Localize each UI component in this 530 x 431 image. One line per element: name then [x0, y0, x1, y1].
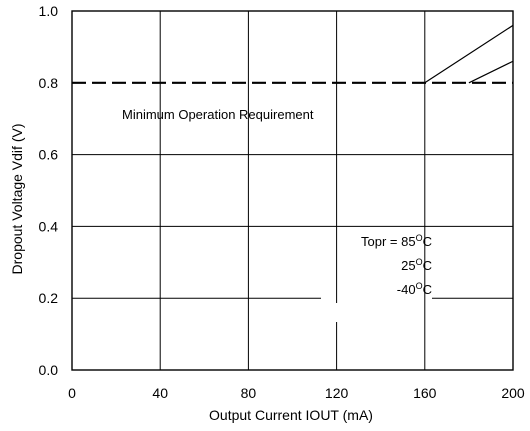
y-axis-title: Dropout Voltage Vdif (V): [9, 124, 25, 275]
legend-25c: 25OC: [401, 257, 432, 273]
y-tick-label-0_6: 0.6: [39, 147, 59, 163]
x-tick-label-200: 200: [501, 385, 525, 401]
x-tick-label-160: 160: [413, 385, 437, 401]
min-requirement-label: Minimum Operation Requirement: [122, 107, 314, 122]
x-tick-label-40: 40: [152, 385, 168, 401]
x-tick-label-0: 0: [68, 385, 76, 401]
temperature-legend: Topr = 85OC 25OC -40OC: [361, 233, 432, 297]
y-tick-label-0_8: 0.8: [39, 75, 59, 91]
y-tick-label-0: 0.0: [39, 362, 59, 378]
plot-frame: [71, 10, 514, 371]
y-tick-label-1: 1.0: [39, 3, 59, 19]
x-tick-label-80: 80: [241, 385, 257, 401]
series-lines: [72, 24, 514, 84]
legend-85c: Topr = 85OC: [361, 233, 432, 249]
plot-border: [71, 10, 514, 371]
legend-minus40c: -40OC: [397, 281, 432, 297]
x-axis-title: Output Current IOUT (mA): [209, 407, 373, 423]
y-tick-label-0_4: 0.4: [39, 218, 59, 234]
x-tick-label-120: 120: [325, 385, 349, 401]
grid-lines: [72, 11, 513, 370]
tick-labels: 0 40 80 120 160 200 0.0 0.2 0.4 0.6 0.8 1.0: [39, 3, 525, 401]
series-line-topr-85: [424, 24, 514, 84]
series-line-topr-25: [468, 60, 514, 84]
y-tick-label-0_2: 0.2: [39, 290, 59, 306]
